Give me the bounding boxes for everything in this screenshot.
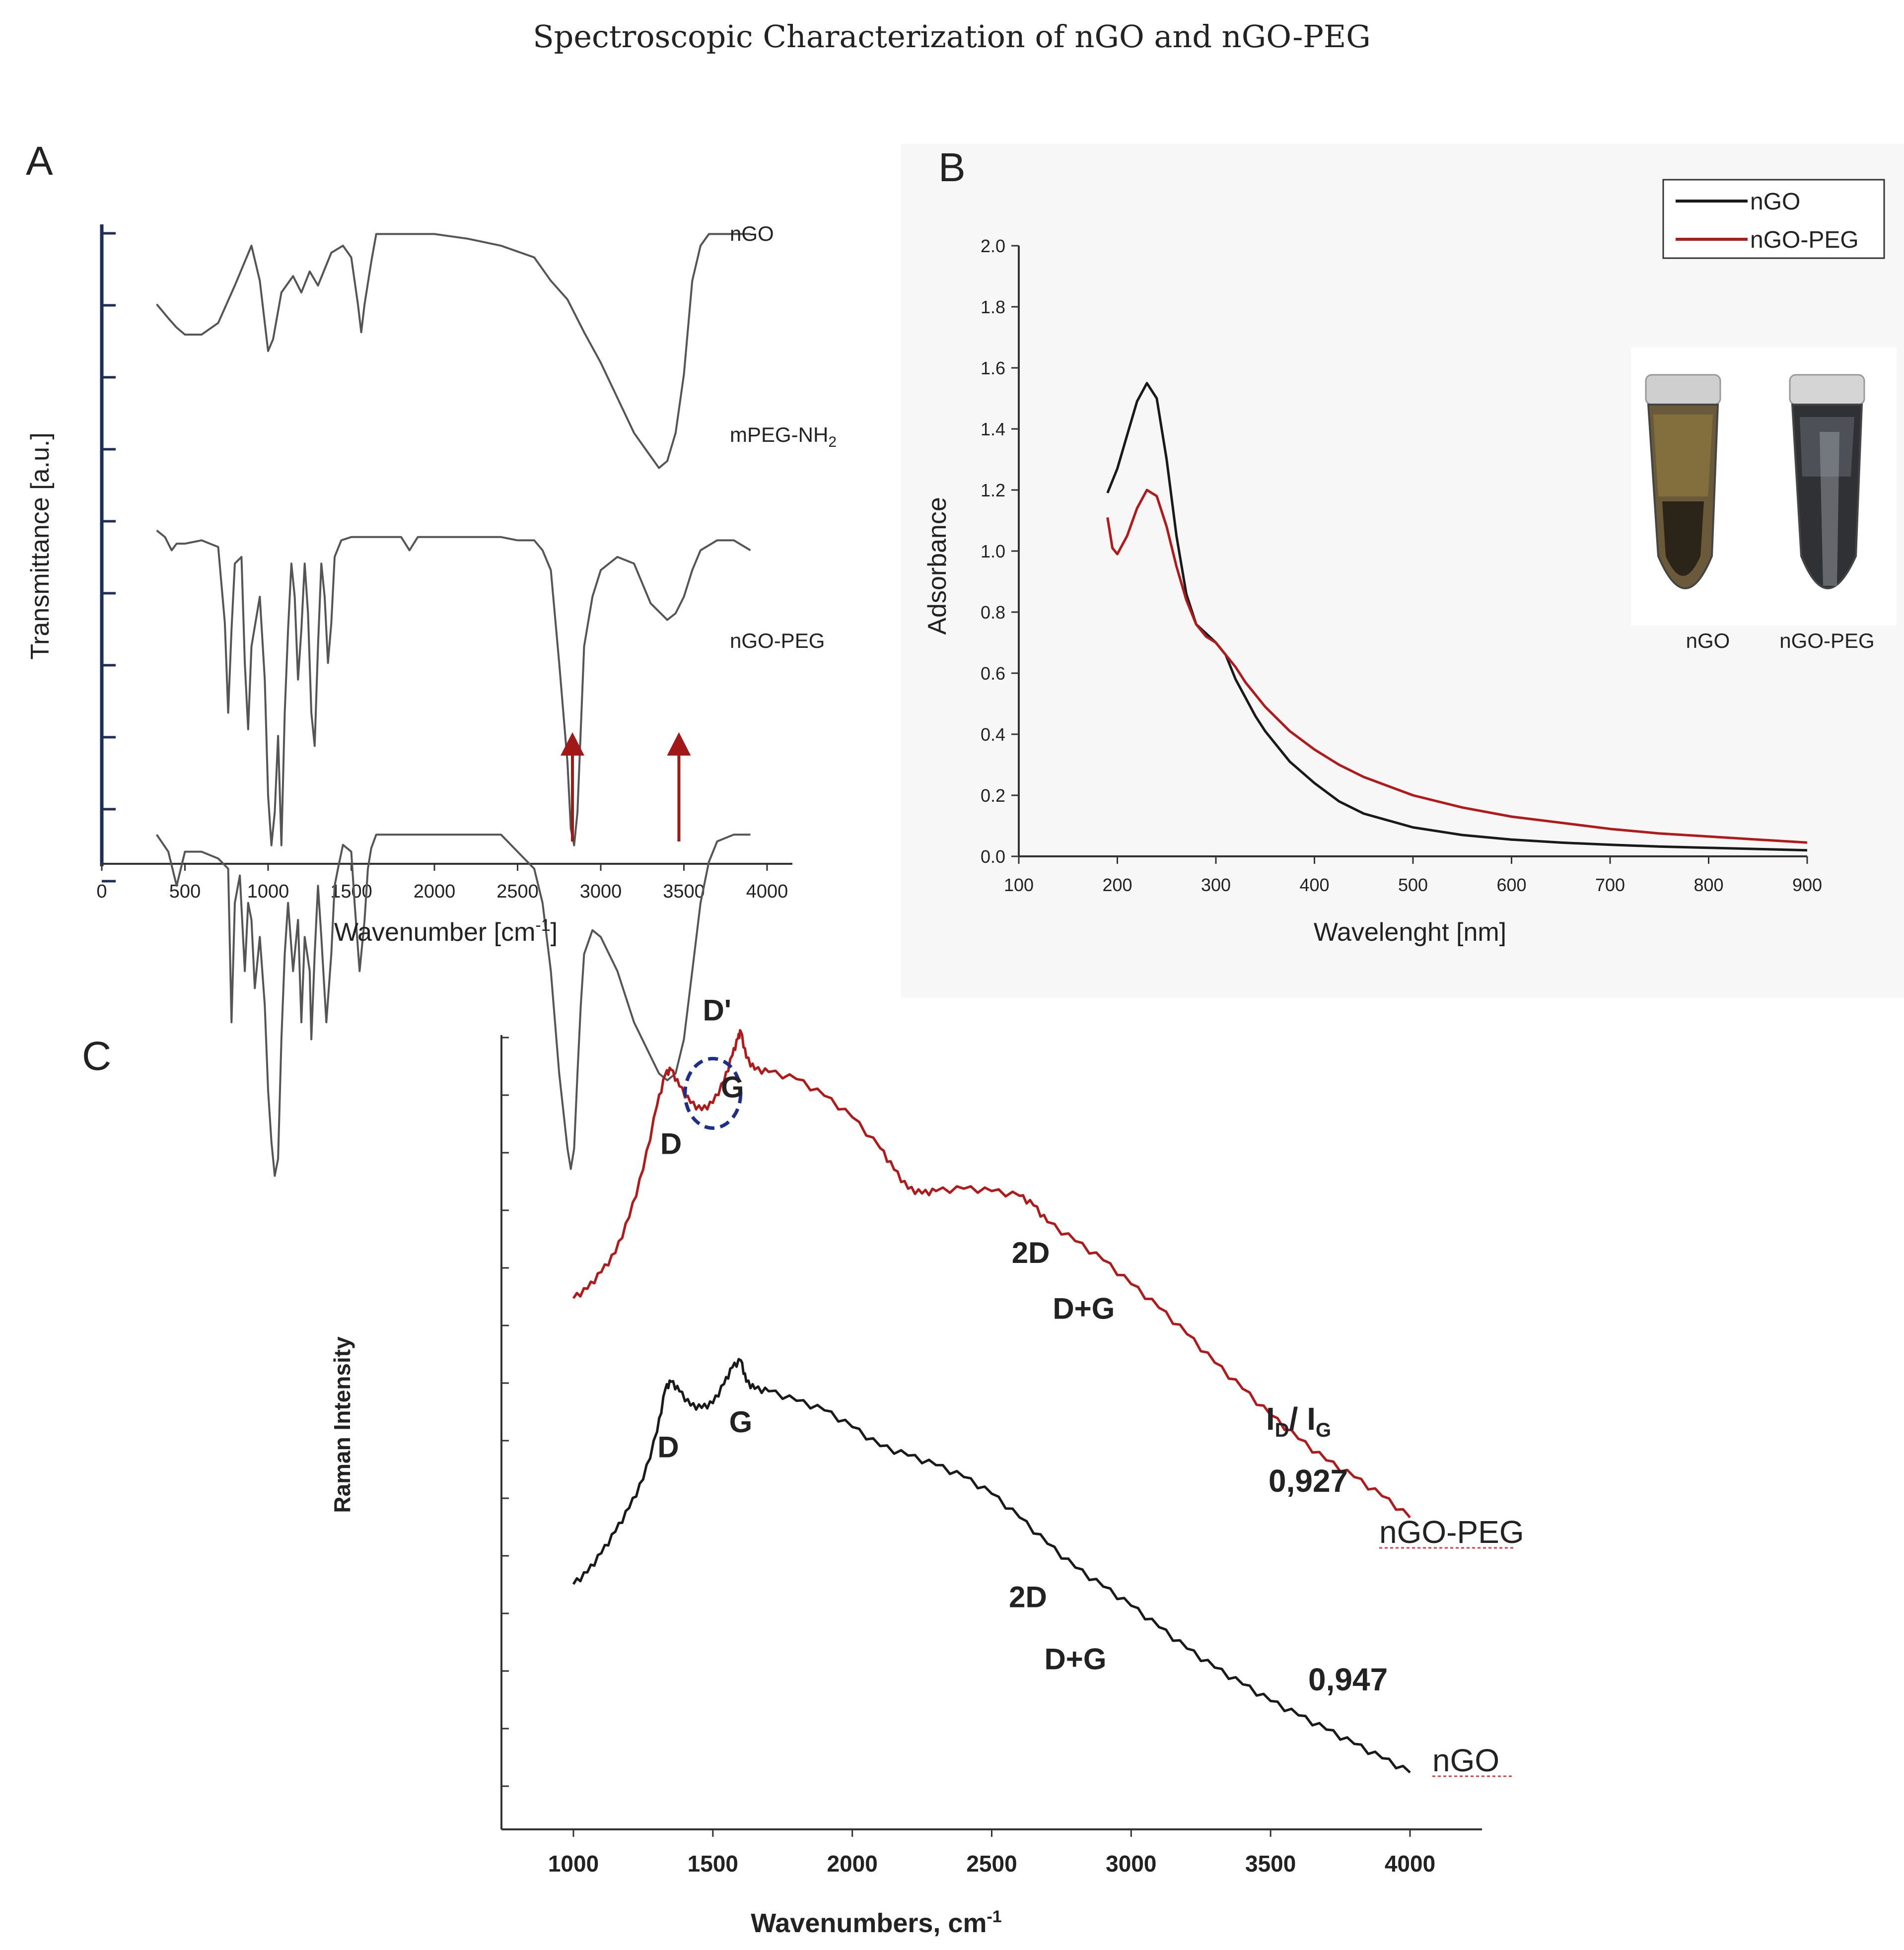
panel-a-x-tick-label: 3500 (663, 881, 705, 902)
panel-b-legend: nGO nGO-PEG (1662, 179, 1885, 259)
panel-c-x-tick-label: 4000 (1385, 1851, 1435, 1877)
panel-b-uvvis-chart: B 0.0 0.2 0.4 0.6 0.8 1.0 1.2 1.4 1.6 1.8 2.0 100 2… (901, 144, 1904, 998)
panel-b-x-tick-label: 100 (1004, 875, 1034, 895)
panel-b-y-label: Adsorbance (923, 497, 952, 635)
panel-b-y-tick-label: 1.4 (981, 419, 1005, 439)
panel-c-peak-label: D+G (1053, 1292, 1115, 1325)
panel-a-y-label: Transmittance [a.u.] (26, 432, 55, 660)
panel-c-series (572, 1029, 1411, 1774)
panel-b-x-ticks: 100 200 300 400 500 600 700 800 900 (1004, 856, 1822, 895)
panel-c-peak-label: D' (703, 993, 731, 1027)
panel-c-raman-chart: C 1000 1500 2000 2500 3000 3500 4000 D'GD2DD+G… (82, 993, 1524, 1938)
panel-b-y-tick-label: 0.6 (981, 663, 1005, 684)
panel-b-y-tick-label: 1.0 (981, 541, 1005, 561)
panel-c-x-ticks: 1000 1500 2000 2500 3000 3500 4000 (548, 1829, 1435, 1877)
panel-a-arrows (561, 732, 691, 841)
panel-b-legend-label-ngo-peg: nGO-PEG (1750, 227, 1859, 253)
panel-a-ftir-chart: A 0 500 1000 1500 2000 2500 3000 3500 4000 nGO m… (26, 139, 837, 1177)
panel-b-x-tick-label: 600 (1496, 875, 1526, 895)
panel-a-x-tick-label: 1000 (247, 881, 289, 902)
panel-c-x-tick-label: 3000 (1106, 1851, 1156, 1877)
panel-b-series (1106, 382, 1808, 852)
panel-b-x-tick-label: 700 (1595, 875, 1625, 895)
panel-b-inset-label-ngo: nGO (1686, 629, 1730, 652)
panel-c-x-tick-label: 2500 (966, 1851, 1017, 1877)
panel-c-series-line (572, 1358, 1411, 1774)
panel-b-x-label: Wavelenght [nm] (1314, 918, 1506, 947)
panel-c-ratio-heading: ID/ IG (1266, 1401, 1331, 1441)
panel-c-ratio-ngo-peg: 0,927 (1269, 1463, 1348, 1499)
panel-a-label-mpeg: mPEG-NH2 (730, 423, 837, 450)
panel-c-x-tick-label: 3500 (1245, 1851, 1296, 1877)
vial-ngo-peg-image (1789, 374, 1865, 589)
panel-c-d-prime-circle (683, 1056, 743, 1130)
panel-a-label-ngo-peg: nGO-PEG (730, 629, 825, 652)
panel-b-legend-box (1662, 179, 1885, 259)
panel-b-x-tick-label: 300 (1201, 875, 1231, 895)
panel-b-legend-label-ngo: nGO (1750, 189, 1800, 215)
panel-c-series-line (572, 1029, 1411, 1519)
panel-a-letter: A (26, 139, 53, 184)
panel-c-y-label: Raman Intensity (329, 1336, 355, 1513)
panel-b-series-line (1106, 488, 1808, 844)
panel-b-y-tick-label: 1.8 (981, 297, 1005, 317)
panel-c-x-tick-label: 2000 (827, 1851, 877, 1877)
panel-b-y-tick-label: 1.2 (981, 480, 1005, 500)
panel-b-y-tick-label: 0.4 (981, 724, 1005, 745)
panel-b-x-tick-label: 500 (1398, 875, 1428, 895)
panel-c-series-label-ngo-peg: nGO-PEG (1379, 1514, 1524, 1550)
panel-b-y-tick-label: 2.0 (981, 236, 1005, 256)
panel-a-red-arrow-head (561, 732, 585, 756)
panel-a-x-tick-label: 0 (96, 881, 107, 902)
panel-a-x-tick-label: 4000 (746, 881, 788, 902)
panel-b-inset-label-ngo-peg: nGO-PEG (1779, 629, 1874, 652)
panel-b-x-tick-label: 400 (1299, 875, 1329, 895)
panel-a-series-line (156, 529, 751, 846)
panel-c-x-tick-label: 1000 (548, 1851, 599, 1877)
panel-a-x-tick-label: 2000 (414, 881, 456, 902)
panel-c-peak-label: D+G (1044, 1643, 1106, 1676)
panel-a-x-tick-label: 500 (169, 881, 201, 902)
panel-c-letter: C (82, 1034, 111, 1079)
panel-a-label-ngo: nGO (730, 222, 774, 245)
panel-c-series-label-ngo: nGO (1432, 1742, 1499, 1778)
panel-a-series-line (156, 233, 751, 469)
panel-b-letter: B (938, 145, 966, 190)
panel-a-series (155, 233, 751, 1177)
panel-b-x-tick-label: 800 (1693, 875, 1723, 895)
panel-c-peak-label: D (657, 1430, 679, 1463)
panel-a-series-line (155, 834, 751, 1177)
panel-a-red-arrow-head (667, 732, 691, 756)
panel-b-inset-vials: nGO nGO-PEG (1631, 348, 1897, 652)
panel-b-y-tick-label: 1.6 (981, 358, 1005, 378)
panel-a-x-ticks: 0 500 1000 1500 2000 2500 3000 3500 4000 (96, 864, 788, 902)
panel-b-x-tick-label: 200 (1102, 875, 1132, 895)
panel-c-peak-label: G (729, 1405, 753, 1439)
panel-c-peak-label: G (721, 1071, 744, 1104)
panel-a-x-tick-label: 3000 (580, 881, 622, 902)
panel-b-y-tick-label: 0.0 (981, 846, 1005, 867)
panel-c-peak-label: D (660, 1127, 682, 1160)
panel-b-y-ticks: 0.0 0.2 0.4 0.6 0.8 1.0 1.2 1.4 1.6 1.8 2.0 (981, 236, 1019, 867)
panel-b-x-tick-label: 900 (1792, 875, 1822, 895)
vial-ngo-image (1645, 374, 1721, 589)
panel-b-y-tick-label: 0.2 (981, 785, 1005, 806)
panel-c-x-label: Wavenumbers, cm-1 (751, 1907, 1001, 1938)
panel-c-x-tick-label: 1500 (688, 1851, 738, 1877)
panel-a-x-label: Wavenumber [cm-1] (334, 916, 558, 947)
panel-c-y-ticks (501, 1037, 509, 1787)
panel-c-peak-label: 2D (1012, 1236, 1050, 1269)
panel-b-series-line (1106, 382, 1808, 852)
panel-a-y-ticks (102, 232, 116, 883)
panel-b-y-tick-label: 0.8 (981, 602, 1005, 623)
panel-c-peak-label: 2D (1009, 1581, 1047, 1614)
figure-title: Spectroscopic Characterization of nGO an… (533, 18, 1371, 55)
panel-c-ratio-ngo: 0,947 (1308, 1662, 1388, 1697)
panel-a-x-tick-label: 2500 (496, 881, 539, 902)
